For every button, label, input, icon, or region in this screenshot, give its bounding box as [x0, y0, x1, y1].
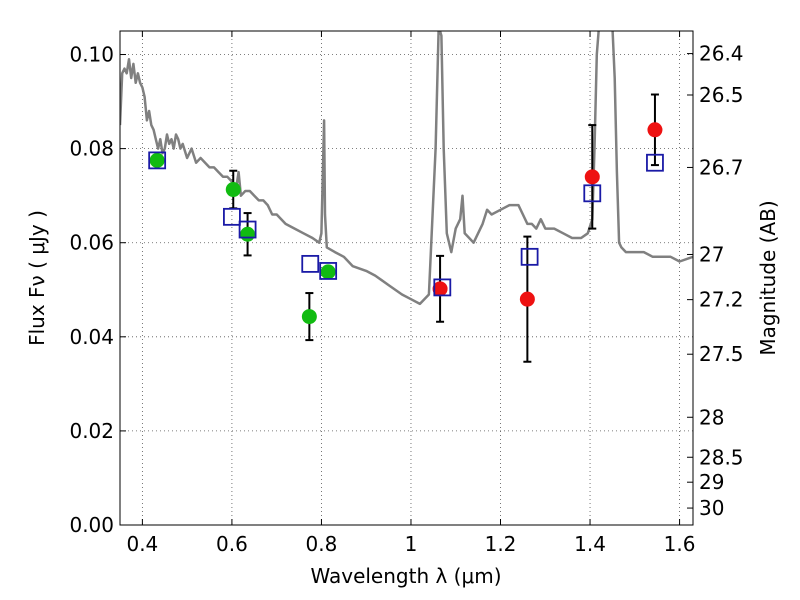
x-axis-label: Wavelength λ (μm)	[310, 564, 501, 588]
model-square-marker	[148, 151, 167, 170]
y-tick-label: 0.04	[69, 325, 114, 349]
model-square-marker	[646, 153, 664, 172]
green-points-layer	[149, 152, 336, 325]
model-spectrum-line	[120, 31, 693, 306]
magnitude-tick-label: 30	[699, 496, 724, 520]
y-tick-label: 0.10	[69, 43, 114, 67]
ticks-layer: 0.4 0.6 0.8 1 1.2 1.4 1.6 0.00 0.02 0.04 0.06 0.08 0…	[69, 31, 744, 556]
magnitude-tick-label: 26.5	[699, 83, 744, 107]
x-tick-label: 1.2	[485, 532, 517, 556]
model-square-marker	[301, 254, 320, 273]
y-tick-label: 0.06	[69, 231, 114, 255]
magnitude-axis-label: Magnitude (AB)	[756, 200, 780, 355]
magnitude-tick-label: 27	[699, 242, 724, 266]
y-tick-label: 0.00	[69, 513, 114, 537]
model-square-marker	[583, 184, 602, 203]
x-tick-label: 1.4	[574, 532, 606, 556]
red-points-layer	[432, 122, 663, 307]
magnitude-tick-label: 26.7	[699, 155, 744, 179]
model-spectrum-layer	[120, 31, 693, 306]
square-markers-layer	[148, 151, 664, 297]
x-tick-label: 1	[405, 532, 418, 556]
x-tick-label: 0.4	[126, 532, 158, 556]
green-data-point	[320, 264, 336, 280]
red-data-point	[519, 291, 535, 307]
magnitude-tick-label: 29	[699, 470, 724, 494]
green-data-point	[149, 152, 165, 168]
y-tick-label: 0.02	[69, 419, 114, 443]
model-square-marker	[433, 278, 452, 297]
model-square-marker	[319, 262, 338, 280]
red-data-point	[584, 169, 600, 185]
green-data-point	[225, 182, 241, 198]
green-data-point	[301, 309, 317, 325]
model-square-marker	[223, 207, 241, 226]
y-axis-label: Flux Fν ( μJy )	[25, 210, 49, 346]
model-square-marker	[238, 220, 257, 239]
red-data-point	[432, 281, 448, 297]
red-data-point	[647, 122, 663, 138]
magnitude-tick-label: 28.5	[699, 445, 744, 469]
x-tick-label: 1.6	[664, 532, 696, 556]
green-data-point	[240, 226, 256, 242]
magnitude-tick-label: 28	[699, 405, 724, 429]
x-tick-label: 0.6	[216, 532, 248, 556]
x-tick-label: 0.8	[306, 532, 338, 556]
model-square-marker	[520, 247, 539, 266]
y-tick-label: 0.08	[69, 137, 114, 161]
grid-lines	[120, 31, 693, 526]
magnitude-tick-label: 27.5	[699, 342, 744, 366]
plot-frame	[119, 30, 694, 526]
magnitude-tick-label: 27.2	[699, 288, 744, 312]
magnitude-tick-label: 26.4	[699, 42, 744, 66]
